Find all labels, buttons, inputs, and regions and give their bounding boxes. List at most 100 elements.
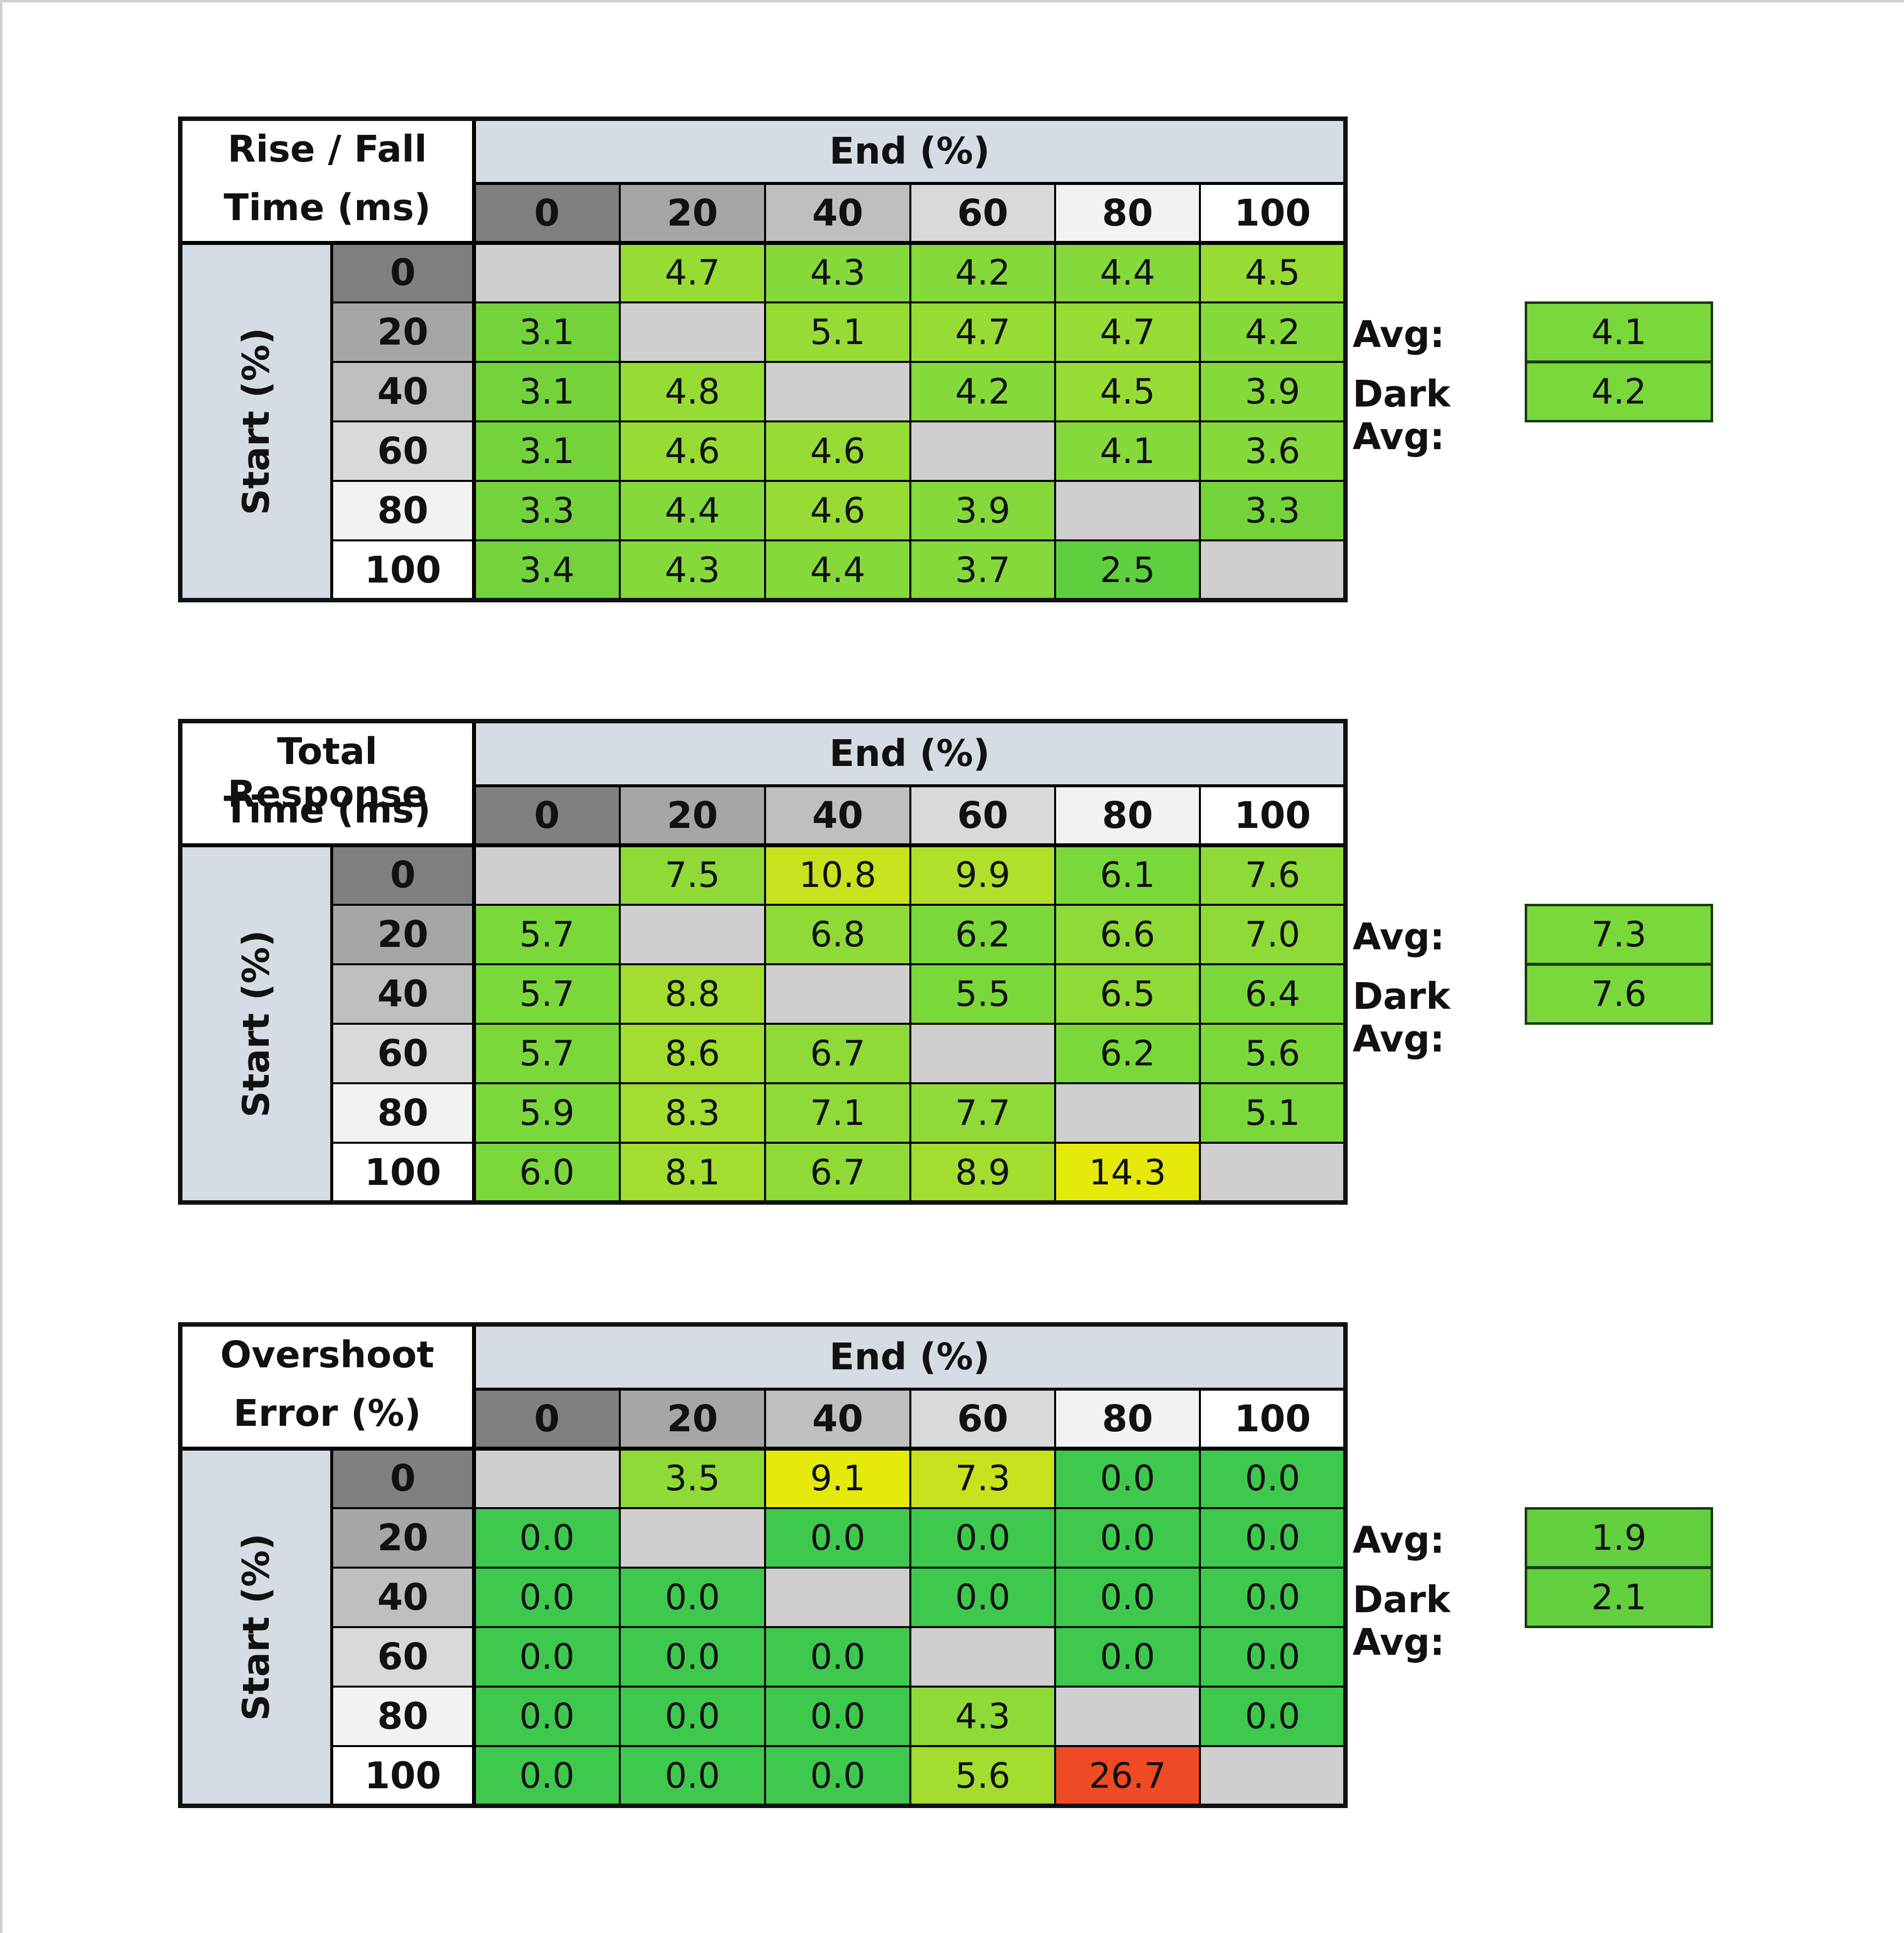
- dark-avg-value: 7.6: [1525, 963, 1713, 1025]
- dark-avg-label: Dark Avg:: [1353, 1579, 1451, 1664]
- grid-line-v: [1199, 1389, 1201, 1806]
- data-cell: 5.5: [910, 964, 1055, 1024]
- data-cell: 0.0: [1200, 1449, 1345, 1508]
- row-header: 60: [332, 421, 474, 481]
- data-cell: 26.7: [1055, 1746, 1200, 1806]
- data-cell: 6.5: [1055, 964, 1200, 1024]
- table-title-line: Time (ms): [224, 186, 431, 229]
- data-cell: 0.0: [620, 1627, 765, 1687]
- data-cell: 4.2: [910, 243, 1055, 302]
- grid-line-h: [332, 1686, 1345, 1688]
- grid-line-h: [332, 1507, 1345, 1509]
- data-cell: 10.8: [765, 845, 910, 905]
- avg-value: 7.3: [1525, 904, 1713, 965]
- row-header: 0: [332, 243, 474, 302]
- grid-line-h: [332, 1142, 1345, 1144]
- grid-line-v: [764, 1389, 766, 1806]
- data-cell: 4.8: [620, 362, 765, 421]
- grid-line-v: [1199, 786, 1201, 1202]
- data-cell: 5.7: [474, 964, 620, 1024]
- data-cell: 4.3: [910, 1687, 1055, 1746]
- data-cell: 3.6: [1200, 421, 1345, 481]
- row-header: 40: [332, 964, 474, 1024]
- data-cell: 0.0: [765, 1687, 910, 1746]
- data-cell: 4.1: [1055, 421, 1200, 481]
- data-cell: 8.8: [620, 964, 765, 1024]
- empty-diagonal-cell: [765, 964, 910, 1024]
- data-cell: 0.0: [1200, 1627, 1345, 1687]
- data-cell: 4.5: [1055, 362, 1200, 421]
- empty-diagonal-cell: [910, 1627, 1055, 1687]
- row-header: 20: [332, 302, 474, 362]
- data-cell: 4.7: [1055, 302, 1200, 362]
- data-cell: 4.4: [620, 481, 765, 540]
- grid-line-h: [332, 539, 1345, 541]
- empty-diagonal-cell: [620, 302, 765, 362]
- data-cell: 3.9: [910, 481, 1055, 540]
- grid-line-h: [474, 784, 1345, 787]
- avg-label: Avg:: [1353, 313, 1445, 356]
- data-cell: 5.1: [765, 302, 910, 362]
- data-cell: 5.7: [474, 905, 620, 964]
- row-header: 0: [332, 1449, 474, 1508]
- col-header: 100: [1200, 786, 1345, 845]
- grid-line-v: [1199, 183, 1201, 600]
- grid-line-h: [332, 904, 1345, 906]
- data-cell: 0.0: [765, 1746, 910, 1806]
- col-header: 40: [765, 183, 910, 243]
- empty-diagonal-cell: [1200, 1143, 1345, 1202]
- table-title-line: Rise / Fall: [227, 128, 427, 171]
- row-header: 60: [332, 1024, 474, 1083]
- data-cell: 5.9: [474, 1083, 620, 1143]
- row-header: 20: [332, 1508, 474, 1568]
- start-axis-band: [180, 243, 332, 600]
- data-cell: 3.9: [1200, 362, 1345, 421]
- table-title-line: Overshoot: [220, 1334, 434, 1376]
- data-cell: 8.3: [620, 1083, 765, 1143]
- empty-diagonal-cell: [765, 362, 910, 421]
- empty-diagonal-cell: [474, 1449, 620, 1508]
- grid-line-h: [474, 1388, 1345, 1391]
- col-header: 40: [765, 1389, 910, 1449]
- row-header: 60: [332, 1627, 474, 1687]
- data-cell: 0.0: [765, 1508, 910, 1568]
- grid-line-h: [332, 1745, 1345, 1747]
- row-header: 100: [332, 1746, 474, 1806]
- data-cell: 4.4: [1055, 243, 1200, 302]
- table-title-line: Error (%): [233, 1392, 421, 1435]
- avg-value: 4.1: [1525, 301, 1713, 363]
- empty-diagonal-cell: [474, 845, 620, 905]
- data-cell: 3.5: [620, 1449, 765, 1508]
- data-cell: 4.5: [1200, 243, 1345, 302]
- data-cell: 3.3: [1200, 481, 1345, 540]
- data-cell: 8.6: [620, 1024, 765, 1083]
- data-cell: 3.1: [474, 302, 620, 362]
- data-cell: 6.2: [910, 905, 1055, 964]
- dark-avg-label: Dark Avg:: [1353, 975, 1451, 1060]
- data-cell: 6.1: [1055, 845, 1200, 905]
- col-header: 0: [474, 786, 620, 845]
- grid-line-v: [330, 845, 333, 1202]
- data-cell: 3.1: [474, 421, 620, 481]
- table-title-line: Total Response: [228, 730, 427, 816]
- data-cell: 0.0: [620, 1746, 765, 1806]
- row-header: 80: [332, 481, 474, 540]
- end-axis-header: End (%): [474, 119, 1345, 183]
- data-cell: 4.6: [620, 421, 765, 481]
- grid-line-v: [472, 1325, 476, 1806]
- data-cell: 0.0: [910, 1568, 1055, 1627]
- data-cell: 8.9: [910, 1143, 1055, 1202]
- empty-diagonal-cell: [910, 1024, 1055, 1083]
- grid-line-v: [764, 183, 766, 600]
- row-header: 40: [332, 1568, 474, 1627]
- grid-line-h: [180, 843, 1345, 847]
- data-cell: 7.1: [765, 1083, 910, 1143]
- data-cell: 0.0: [1055, 1568, 1200, 1627]
- data-cell: 0.0: [474, 1627, 620, 1687]
- row-header: 80: [332, 1687, 474, 1746]
- data-cell: 0.0: [910, 1508, 1055, 1568]
- data-cell: 0.0: [765, 1627, 910, 1687]
- end-axis-header: End (%): [474, 1325, 1345, 1389]
- row-header: 100: [332, 540, 474, 600]
- data-cell: 0.0: [474, 1687, 620, 1746]
